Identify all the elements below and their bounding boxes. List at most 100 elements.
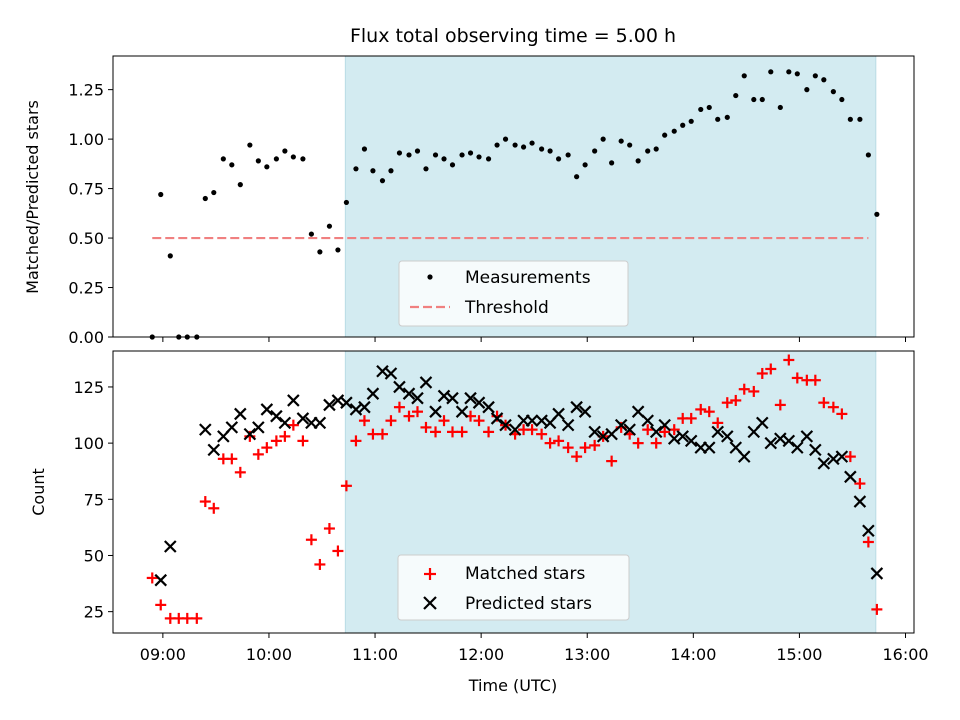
measurement-point: [361, 146, 368, 152]
predicted-star-point: [384, 367, 398, 380]
ratio-ytick-label: 0.75: [68, 180, 104, 199]
predicted-star-point: [676, 430, 689, 443]
matched-stars-points: [146, 354, 883, 624]
measurement-point: [794, 71, 800, 77]
matched-star-point: [712, 417, 724, 429]
predicted-star-point: [154, 573, 168, 587]
matched-star-point: [332, 545, 344, 557]
matched-star-point: [862, 536, 874, 548]
measurement-point: [662, 132, 668, 138]
count-ytick-label: 50: [84, 546, 104, 565]
matched-star-point: [323, 523, 335, 535]
matched-star-point: [836, 408, 848, 420]
matched-star-point: [562, 442, 574, 454]
measurement-point: [830, 89, 836, 95]
measurement-point: [706, 104, 712, 111]
matched-star-point: [234, 466, 246, 478]
predicted-star-point: [649, 425, 663, 439]
predicted-star-point: [278, 416, 292, 430]
predicted-star-point: [199, 423, 212, 436]
predicted-star-point: [791, 441, 804, 454]
predicted-star-point: [737, 450, 751, 463]
legend-measurements-marker: [427, 274, 433, 280]
legend-matched-label: Matched stars: [465, 564, 585, 584]
measurement-point: [414, 148, 421, 154]
predicted-star-point: [164, 540, 177, 553]
predicted-star-point: [817, 457, 831, 470]
time-xtick-label: 14:00: [670, 645, 716, 664]
predicted-star-point: [570, 400, 583, 414]
measurement-point: [786, 69, 792, 75]
measurement-point: [158, 191, 164, 198]
count-panel: 25 50 75 100 125 09:00 10:00 11:00 12:00 13:00 14…: [29, 350, 929, 695]
ratio-y-axis: 0.00 0.25 0.50 0.75 1.00 1.25: [68, 81, 113, 347]
matched-star-point: [854, 478, 866, 490]
matched-star-point: [526, 424, 538, 436]
matched-star-point: [809, 374, 821, 386]
measurement-point: [582, 162, 588, 168]
count-ytick-label: 75: [84, 490, 104, 509]
ratio-ytick-label: 1.25: [68, 81, 104, 100]
count-y-label: Count: [29, 468, 48, 516]
matched-star-point: [146, 572, 158, 584]
measurement-point: [485, 156, 492, 162]
legend-predicted-label: Predicted stars: [465, 594, 592, 614]
measurement-point: [379, 178, 386, 184]
measurement-point: [635, 158, 641, 164]
measurement-point: [759, 96, 765, 103]
predicted-star-point: [323, 398, 336, 412]
measurement-point: [441, 156, 447, 162]
predicted-star-point: [764, 436, 778, 450]
predicted-star-point: [711, 425, 725, 439]
matched-star-point: [226, 453, 238, 465]
time-xtick-label: 15:00: [776, 645, 822, 664]
measurement-point: [290, 154, 296, 160]
ratio-ytick-label: 1.00: [68, 130, 104, 149]
matched-star-point: [685, 412, 697, 424]
predicted-star-point: [588, 425, 601, 439]
matched-star-point: [199, 496, 211, 508]
measurement-point: [317, 249, 323, 255]
ratio-x-axis: [162, 337, 907, 342]
measurement-point: [671, 128, 677, 134]
predicted-star-point: [270, 409, 283, 423]
measurement-point: [574, 174, 580, 180]
matched-star-point: [748, 385, 760, 397]
ratio-ytick-label: 0.50: [68, 229, 104, 248]
predicted-star-point: [499, 418, 512, 432]
matched-star-point: [430, 426, 442, 438]
predicted-star-point: [243, 427, 257, 441]
chart-title: Flux total observing time = 5.00 h: [350, 25, 676, 47]
matched-star-point: [544, 437, 556, 449]
matched-star-point: [827, 401, 839, 413]
matched-star-point: [155, 599, 167, 611]
predicted-star-point: [234, 407, 247, 421]
measurement-point: [539, 146, 545, 152]
predicted-star-point: [756, 416, 769, 430]
matched-star-point: [783, 354, 795, 366]
matched-star-point: [721, 397, 733, 409]
time-xtick-label: 12:00: [458, 645, 504, 664]
count-y-axis: 25 50 75 100 125: [73, 378, 113, 622]
predicted-star-point: [809, 443, 822, 457]
count-ytick-label: 125: [73, 378, 104, 397]
measurement-point: [247, 142, 253, 148]
predicted-star-point: [552, 407, 565, 421]
ratio-legend: Measurements Threshold: [398, 260, 629, 327]
measurement-point: [768, 69, 774, 75]
measurement-point: [264, 164, 270, 170]
count-panel-frame: [112, 350, 915, 634]
x-axis-label: Time (UTC): [468, 676, 557, 695]
matched-star-point: [571, 451, 583, 463]
measurement-point: [167, 253, 173, 259]
time-xtick-label: 13:00: [564, 645, 610, 664]
predicted-stars-points: [154, 364, 884, 587]
predicted-star-point: [631, 405, 645, 418]
measurement-point: [741, 73, 747, 79]
matched-star-point: [403, 410, 415, 422]
measurement-point: [715, 116, 721, 122]
count-ytick-label: 25: [84, 603, 104, 622]
measurement-point: [476, 154, 482, 160]
matched-star-point: [340, 480, 352, 492]
time-xtick-label: 11:00: [352, 645, 398, 664]
